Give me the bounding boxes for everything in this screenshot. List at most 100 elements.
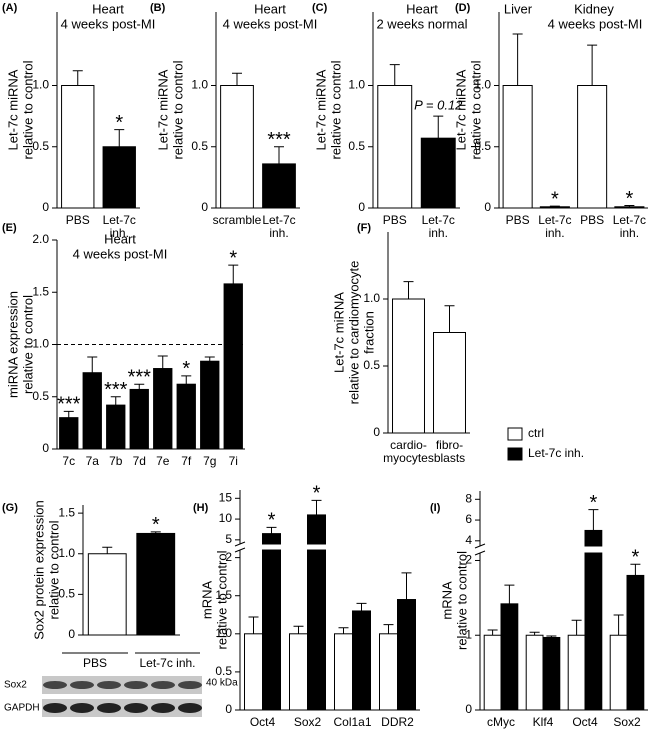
significance-star: * <box>152 514 160 536</box>
error-bar <box>134 383 145 390</box>
blot-row-label: Sox2 <box>4 680 27 691</box>
error-bar <box>110 396 121 406</box>
error-bar <box>403 281 414 299</box>
y-axis-label: relative to control <box>20 60 35 159</box>
blot-group-label: PBS <box>83 656 107 670</box>
blot-band <box>151 681 175 689</box>
error-bar <box>529 631 540 636</box>
error-bar <box>546 635 557 638</box>
y-tick-label: 1.0 <box>474 78 491 92</box>
blot-band <box>178 703 202 713</box>
x-tick-label: 7e <box>156 454 170 468</box>
y-tick-label: 10 <box>219 511 233 525</box>
blot-band <box>151 703 175 713</box>
error-bar <box>72 70 83 86</box>
legend-swatch <box>507 427 523 441</box>
y-tick-label: 0.5 <box>32 139 49 153</box>
bar <box>334 633 353 711</box>
panel-subtitle: 4 weeks post-MI <box>223 16 318 31</box>
error-bar <box>311 499 322 515</box>
x-tick-label: 7d <box>133 454 146 468</box>
bar <box>61 85 95 209</box>
y-tick-label: 0.5 <box>215 664 232 678</box>
x-tick-label: 7g <box>203 454 216 468</box>
error-bar <box>487 629 498 636</box>
error-bar <box>383 624 394 634</box>
y-tick-label: 2 <box>225 550 232 564</box>
x-tick-label: 7i <box>229 454 238 468</box>
y-axis-label: Let-7c miRNA <box>313 69 328 150</box>
panel-label: (A) <box>2 2 18 14</box>
panel-subtitle: 4 weeks post-MI <box>548 16 643 31</box>
blot-band <box>43 703 67 713</box>
x-tick-label: PBS <box>383 213 407 227</box>
error-bar <box>549 205 560 207</box>
y-axis-label: Let-7c miRNA <box>155 69 170 150</box>
bar <box>82 372 102 450</box>
y-axis-label: relative to control <box>328 60 343 159</box>
y-tick-label: 1.0 <box>348 78 365 92</box>
y-tick-label: 15 <box>219 490 233 504</box>
significance-star: * <box>115 112 123 134</box>
error-bar <box>613 614 624 636</box>
blot-band <box>124 681 148 689</box>
error-bar <box>444 305 455 333</box>
error-bar <box>389 64 400 86</box>
y-tick-label: 2 <box>465 553 472 567</box>
y-tick-label: 1.0 <box>32 337 49 351</box>
significance-star: * <box>632 546 640 568</box>
error-bar <box>401 572 412 600</box>
y-tick-label: 1.0 <box>363 291 380 305</box>
y-tick-label: 1 <box>465 627 472 641</box>
y-axis-label: relative to control <box>468 60 483 159</box>
y-axis-label: mRNA <box>439 581 454 620</box>
bar <box>567 634 586 711</box>
blot-band <box>70 681 94 689</box>
bar <box>262 549 281 711</box>
y-axis-label: Sox2 protein expression <box>31 500 46 639</box>
y-tick-label: 0 <box>358 200 365 214</box>
error-bar <box>512 33 523 86</box>
panel-subtitle: 4 weeks post-MI <box>73 246 168 261</box>
bar <box>223 283 243 450</box>
panel-label: (F) <box>357 222 371 234</box>
y-tick-label: 6 <box>465 512 472 526</box>
y-tick-label: 0 <box>68 627 75 641</box>
y-axis-label: relative to control <box>170 60 185 159</box>
panel-label: (I) <box>430 502 441 514</box>
y-axis-label: Let-7c miRNA <box>453 69 468 150</box>
error-bar <box>433 115 444 139</box>
bar <box>129 388 149 450</box>
x-tick-label: Let-7c inh. <box>613 213 646 240</box>
y-axis-label: miRNA expression <box>5 291 20 398</box>
y-axis-label: Let-7c miRNA <box>331 292 346 373</box>
bar <box>392 298 425 434</box>
bar <box>289 633 308 711</box>
bar <box>200 360 220 450</box>
error-bar <box>338 627 349 634</box>
y-tick-label: 1.0 <box>32 78 49 92</box>
panel-title: Liver <box>504 1 533 16</box>
y-tick-label: 0 <box>201 200 208 214</box>
x-tick-label: Col1a1 <box>333 715 371 729</box>
blot-background <box>42 676 202 694</box>
significance-star: * <box>313 483 321 505</box>
x-tick-label: cardio-myocytes <box>383 438 434 465</box>
y-tick-label: 0 <box>42 441 49 455</box>
bar <box>584 552 603 711</box>
significance-star: * <box>229 247 237 269</box>
blot-band <box>178 681 202 689</box>
x-tick-label: Let-7c inh. <box>262 213 295 240</box>
blot-group-label: Let-7c inh. <box>139 656 195 670</box>
x-tick-label: 7a <box>86 454 100 468</box>
error-bar <box>102 546 113 554</box>
panel-label: (C) <box>312 2 328 14</box>
error-bar <box>150 531 161 534</box>
panel-title: Heart <box>254 1 286 16</box>
x-tick-label: PBS <box>506 213 530 227</box>
blot-row-label: GAPDH <box>4 703 40 714</box>
bar <box>106 404 126 450</box>
y-axis-label: relative to control <box>20 295 35 394</box>
x-tick-label: cMyc <box>487 715 515 729</box>
